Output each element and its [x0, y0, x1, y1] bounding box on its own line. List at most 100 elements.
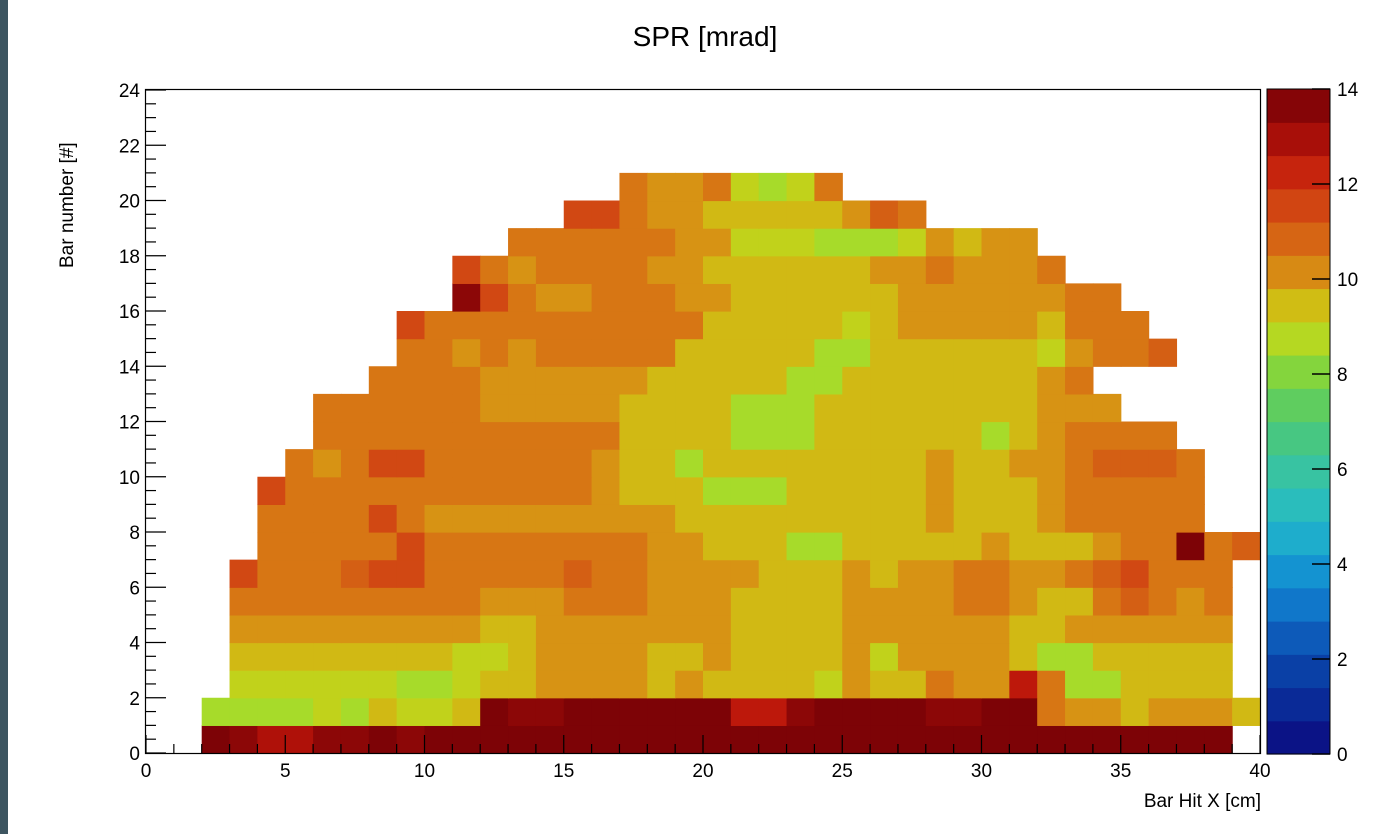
- heatmap-cell: [703, 725, 732, 754]
- heatmap-cell: [591, 697, 621, 726]
- heatmap-cell: [1037, 642, 1066, 671]
- heatmap-cell: [1120, 559, 1150, 588]
- heatmap-cell: [814, 614, 843, 644]
- heatmap-cell: [1176, 642, 1205, 671]
- heatmap-cell: [535, 504, 565, 533]
- heatmap-cell: [675, 255, 704, 284]
- colorbar-tick-label: 12: [1337, 175, 1358, 196]
- heatmap-cell: [591, 228, 621, 257]
- heatmap-cell: [1065, 283, 1094, 312]
- heatmap-cell: [981, 393, 1010, 423]
- heatmap-cell: [452, 393, 481, 423]
- heatmap-cell: [870, 614, 899, 644]
- heatmap-cell: [591, 670, 621, 699]
- heatmap-cell: [1009, 255, 1038, 284]
- colorbar-tick-label: 10: [1337, 270, 1358, 291]
- heatmap-cell: [981, 614, 1010, 644]
- heatmap-cell: [257, 642, 286, 671]
- heatmap-cell: [1009, 311, 1038, 340]
- heatmap-cell: [1092, 283, 1122, 312]
- heatmap-cell: [897, 449, 927, 478]
- colorbar-band: [1267, 587, 1330, 622]
- heatmap-cell: [1092, 311, 1122, 340]
- heatmap-cell: [508, 532, 537, 561]
- heatmap-cell: [1204, 725, 1233, 754]
- heatmap-cell: [842, 421, 871, 450]
- heatmap-cell: [1065, 614, 1094, 644]
- heatmap-cell: [229, 559, 258, 588]
- heatmap-cell: [480, 449, 509, 478]
- heatmap-cell: [897, 697, 927, 726]
- heatmap-cell: [675, 476, 704, 505]
- heatmap-cell: [591, 725, 621, 754]
- heatmap-cell: [480, 338, 509, 367]
- heatmap-cell: [953, 255, 983, 284]
- heatmap-cell: [313, 614, 342, 644]
- heatmap-cell: [730, 504, 760, 533]
- heatmap-cell: [897, 476, 927, 505]
- heatmap-cell: [1120, 614, 1150, 644]
- x-axis: 0 5 10 15 20 25 30 35 40: [141, 735, 1271, 782]
- heatmap-cell: [452, 421, 481, 450]
- heatmap-cell: [925, 283, 955, 312]
- heatmap-cell: [1148, 725, 1178, 754]
- heatmap-cell: [285, 670, 314, 699]
- heatmap-cell: [675, 366, 704, 395]
- heatmap-cell: [703, 614, 732, 644]
- heatmap-cell: [396, 532, 426, 561]
- heatmap-cell: [814, 283, 843, 312]
- heatmap-cell: [591, 532, 621, 561]
- heatmap-cell: [981, 255, 1010, 284]
- chart-title: SPR [mrad]: [633, 21, 778, 52]
- heatmap-cell: [1037, 421, 1066, 450]
- heatmap-cell: [647, 559, 676, 588]
- heatmap-cell: [953, 421, 983, 450]
- heatmap-cell: [786, 697, 815, 726]
- heatmap-cell: [508, 366, 537, 395]
- heatmap-cell: [563, 421, 593, 450]
- heatmap-cell: [814, 697, 843, 726]
- heatmap-cell: [424, 311, 453, 340]
- heatmap-cell: [703, 338, 732, 367]
- heatmap-cell: [786, 366, 815, 395]
- heatmap-cell: [368, 642, 398, 671]
- heatmap-cell: [953, 559, 983, 588]
- x-tick-label: 25: [832, 761, 853, 782]
- heatmap-cell: [368, 614, 398, 644]
- heatmap-cell: [703, 311, 732, 340]
- heatmap-cell: [675, 670, 704, 699]
- heatmap-cell: [535, 449, 565, 478]
- x-tick-label: 5: [280, 761, 291, 782]
- heatmap-cell: [480, 504, 509, 533]
- heatmap-cell: [758, 338, 788, 367]
- heatmap-cell: [452, 283, 481, 312]
- heatmap-cell: [257, 587, 286, 616]
- heatmap-cell: [758, 366, 788, 395]
- heatmap-cell: [675, 504, 704, 533]
- heatmap-cell: [897, 255, 927, 284]
- heatmap-cell: [229, 614, 258, 644]
- heatmap-cell: [508, 338, 537, 367]
- heatmap-cell: [647, 393, 676, 423]
- heatmap-cell: [563, 311, 593, 340]
- colorbar-band: [1267, 521, 1330, 556]
- heatmap-cell: [730, 642, 760, 671]
- heatmap-cell: [1148, 697, 1178, 726]
- heatmap-cell: [535, 338, 565, 367]
- y-tick-label: 12: [119, 413, 140, 434]
- heatmap-cell: [480, 255, 509, 284]
- heatmap-cell: [786, 338, 815, 367]
- heatmap-cell: [870, 504, 899, 533]
- colorbar-band: [1267, 222, 1330, 256]
- heatmap-cell: [786, 476, 815, 505]
- heatmap-cell: [508, 421, 537, 450]
- heatmap-cell: [870, 200, 899, 229]
- heatmap-cell: [257, 504, 286, 533]
- heatmap-cell: [981, 449, 1010, 478]
- heatmap-cell: [870, 587, 899, 616]
- heatmap-cell: [703, 559, 732, 588]
- heatmap-cell: [842, 504, 871, 533]
- heatmap-cell: [870, 725, 899, 754]
- heatmap-cell: [703, 504, 732, 533]
- heatmap-cell: [563, 200, 593, 229]
